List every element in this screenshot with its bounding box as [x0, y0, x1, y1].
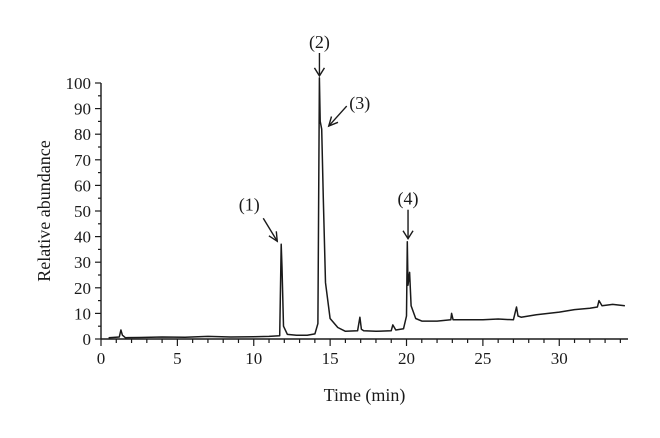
- y-tick-label: 60: [74, 176, 91, 195]
- chromatogram-trace: [108, 77, 625, 339]
- x-tick-label: 10: [245, 349, 262, 368]
- x-tick-label: 15: [322, 349, 339, 368]
- x-axis-title: Time (min): [324, 385, 406, 406]
- peak-label: (3): [349, 93, 370, 114]
- peak-label: (4): [398, 189, 419, 210]
- x-tick-label: 25: [474, 349, 491, 368]
- peak-annotation: (3): [327, 93, 370, 128]
- arrow-head: [268, 231, 279, 243]
- annotation-arrow: [262, 217, 278, 242]
- annotation-arrow: [328, 105, 348, 127]
- y-axis-title: Relative abundance: [34, 140, 54, 281]
- y-tick-label: 0: [83, 330, 92, 349]
- arrow-head: [402, 230, 414, 241]
- peak-label: (1): [239, 194, 260, 215]
- peak-annotation: (2): [309, 32, 330, 78]
- y-tick-label: 50: [74, 202, 91, 221]
- axes: [100, 83, 628, 340]
- y-tick-label: 30: [74, 253, 91, 272]
- y-tick-label: 20: [74, 279, 91, 298]
- arrow-head: [313, 67, 326, 78]
- x-tick-label: 30: [551, 349, 568, 368]
- peak-annotation: (4): [398, 189, 419, 241]
- x-tick-label: 20: [398, 349, 415, 368]
- arrow-head: [327, 116, 339, 128]
- x-tick-label: 0: [97, 349, 106, 368]
- y-tick-label: 10: [74, 304, 91, 323]
- y-ticks: 0 10 20 30 40 50 60 70 80 90 100: [66, 74, 101, 349]
- y-tick-label: 80: [74, 125, 91, 144]
- peak-label: (2): [309, 32, 330, 53]
- y-tick-label: 90: [74, 100, 91, 119]
- y-tick-label: 70: [74, 151, 91, 170]
- x-tick-label: 5: [173, 349, 182, 368]
- x-ticks: 0 5 10 15 20 25 30: [97, 339, 621, 368]
- y-tick-label: 100: [66, 74, 92, 93]
- peak-annotation: (1): [239, 194, 279, 243]
- y-tick-label: 40: [74, 228, 91, 247]
- peak-annotations: (1) (2) (3) (4): [239, 32, 419, 243]
